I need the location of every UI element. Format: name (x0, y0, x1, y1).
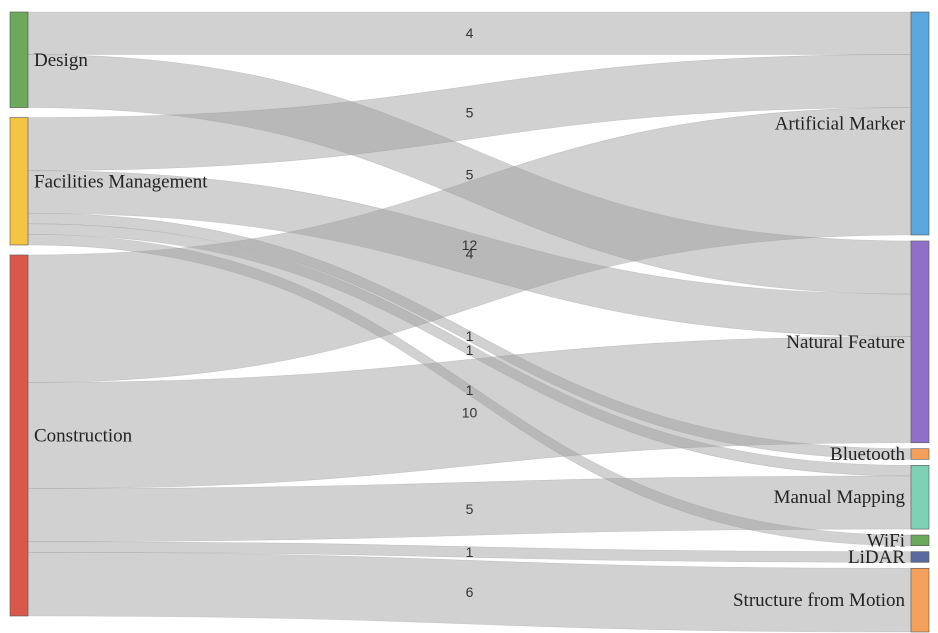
node-label-mm: Manual Mapping (774, 487, 906, 508)
node-fm (9, 117, 29, 246)
node-label-fm: Facilities Management (34, 171, 208, 192)
node-label-design: Design (34, 50, 88, 71)
flow-value-label: 4 (466, 25, 474, 41)
node-bt (910, 448, 930, 460)
flow-value-label: 6 (466, 584, 474, 600)
node-label-wifi: WiFi (867, 530, 905, 551)
node-nf (910, 240, 930, 444)
flow-value-label: 5 (466, 105, 474, 121)
node-label-construction: Construction (34, 425, 133, 446)
node-label-lidar: LiDAR (848, 547, 905, 568)
node-am (910, 11, 930, 236)
node-label-am: Artificial Marker (775, 113, 906, 134)
node-mm (910, 465, 930, 530)
node-label-nf: Natural Feature (786, 332, 905, 353)
node-lidar (910, 551, 930, 563)
node-wifi (910, 534, 930, 546)
flow-value-label: 1 (466, 328, 474, 344)
flow-value-label: 1 (466, 544, 474, 560)
node-sfm (910, 567, 930, 633)
node-label-sfm: Structure from Motion (733, 590, 906, 611)
flow-value-label: 12 (462, 237, 478, 253)
node-label-bt: Bluetooth (830, 444, 905, 465)
links-layer (27, 11, 912, 633)
flow-value-label: 4 (466, 246, 474, 262)
node-labels-layer: Design Facilities Management Construction A… (34, 50, 906, 611)
flow-value-label: 5 (466, 166, 474, 182)
flow-value-label: 5 (466, 501, 474, 517)
nodes-layer (9, 11, 930, 633)
flow-value-label: 1 (466, 342, 474, 358)
flow-value-label: 1 (466, 382, 474, 398)
flow-value-label: 10 (462, 405, 478, 421)
node-design (9, 11, 29, 108)
node-construction (9, 254, 29, 617)
